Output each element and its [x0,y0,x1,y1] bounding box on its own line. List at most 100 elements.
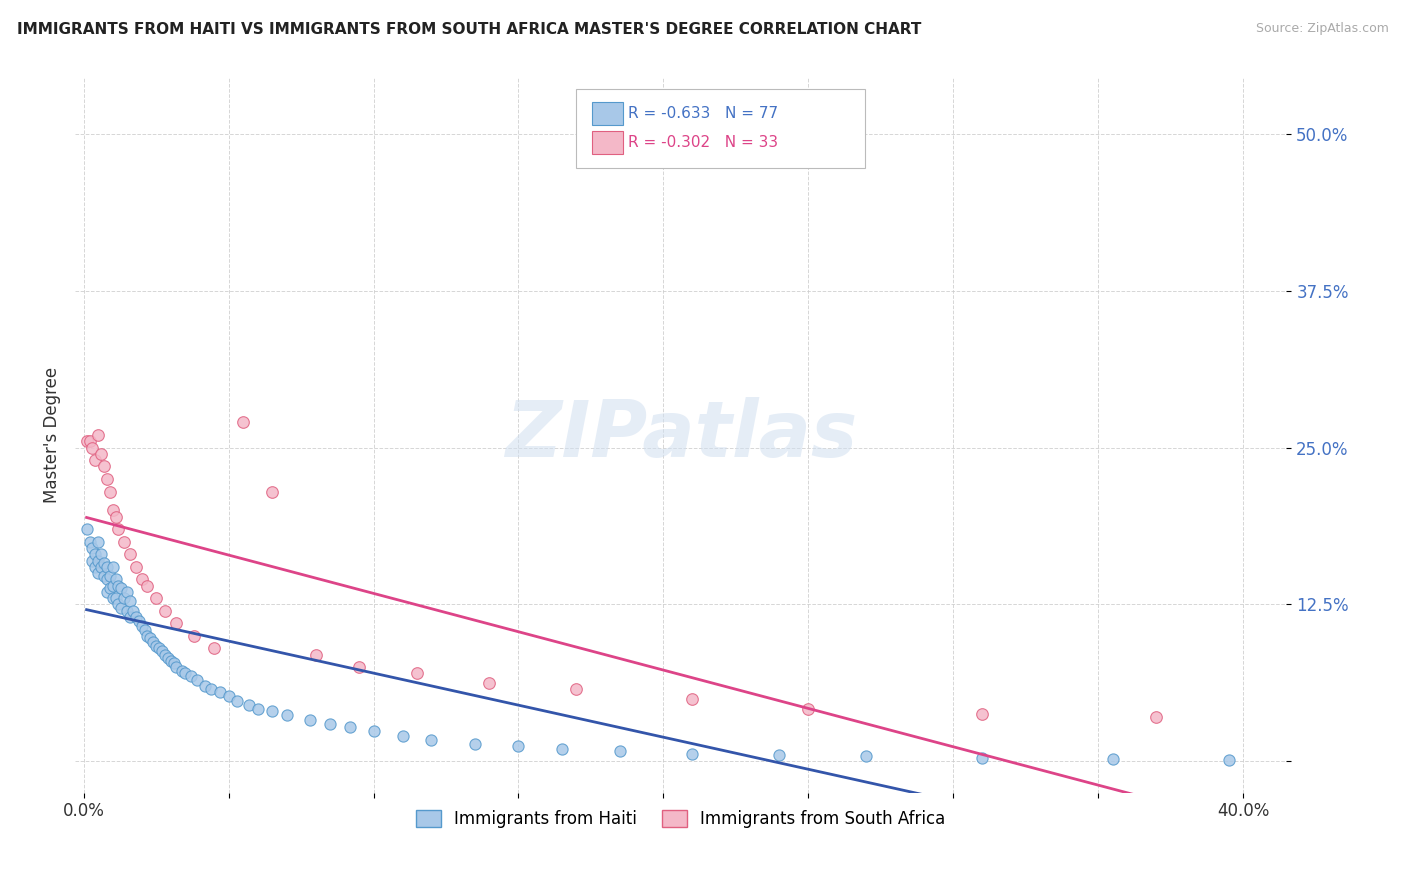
Point [76,522,98,536]
Point [174,666,197,681]
Point [96,585,118,599]
Point [96,572,118,586]
Point [406,666,429,681]
Point [1218,753,1240,767]
Point [136,629,159,643]
Point [79,434,101,449]
Point [115,585,138,599]
Point [165,616,187,631]
Point [681,747,703,761]
Point [93,459,115,474]
Point [508,739,530,754]
Point [101,559,124,574]
Point [110,581,132,595]
Point [82,553,104,567]
Point [232,416,254,430]
Point [125,610,148,624]
Point [145,591,167,606]
Legend: Immigrants from Haiti, Immigrants from South Africa: Immigrants from Haiti, Immigrants from S… [409,803,952,834]
Point [120,610,142,624]
Point [768,747,790,762]
Point [298,713,321,727]
Text: ZIPatlas: ZIPatlas [505,397,856,473]
Point [609,744,631,758]
Point [200,681,222,696]
Point [681,691,703,706]
Point [84,547,107,561]
Point [420,733,443,747]
Point [186,673,208,687]
Point [797,701,820,715]
Point [82,441,104,455]
Point [87,428,110,442]
Point [276,707,298,722]
Point [339,720,361,734]
Point [208,685,231,699]
Point [82,541,104,555]
Text: R = -0.633   N = 77: R = -0.633 N = 77 [628,106,779,120]
Point [90,547,112,561]
Point [87,566,110,580]
Point [565,681,588,696]
Point [304,648,326,662]
Point [319,716,342,731]
Point [96,472,118,486]
Point [202,641,225,656]
Point [115,604,138,618]
Point [162,657,184,671]
Point [136,579,159,593]
Point [90,447,112,461]
Point [84,453,107,467]
Point [101,591,124,606]
Point [551,741,574,756]
Point [98,484,121,499]
Text: R = -0.302   N = 33: R = -0.302 N = 33 [628,136,779,150]
Point [145,639,167,653]
Point [194,679,217,693]
Point [363,724,385,739]
Point [87,553,110,567]
Y-axis label: Master's Degree: Master's Degree [44,367,60,503]
Text: IMMIGRANTS FROM HAITI VS IMMIGRANTS FROM SOUTH AFRICA MASTER'S DEGREE CORRELATIO: IMMIGRANTS FROM HAITI VS IMMIGRANTS FROM… [17,22,921,37]
Point [150,644,173,658]
Point [93,568,115,582]
Point [122,604,145,618]
Point [347,660,370,674]
Point [172,664,194,678]
Point [112,591,135,606]
Point [139,632,162,646]
Point [90,559,112,574]
Point [478,676,501,690]
Point [972,750,994,764]
Point [128,614,150,628]
Point [246,701,269,715]
Point [76,434,98,449]
Point [238,698,260,712]
Point [104,572,127,586]
Point [93,556,115,570]
Point [156,651,179,665]
Point [84,559,107,574]
Point [87,534,110,549]
Point [131,619,153,633]
Point [183,629,205,643]
Text: Source: ZipAtlas.com: Source: ZipAtlas.com [1256,22,1389,36]
Point [142,635,165,649]
Point [153,648,176,662]
Point [101,503,124,517]
Point [101,579,124,593]
Point [98,568,121,582]
Point [180,669,202,683]
Point [107,522,129,536]
Point [165,660,187,674]
Point [1101,752,1123,766]
Point [262,704,284,718]
Point [125,559,148,574]
Point [120,593,142,607]
Point [391,729,413,743]
Point [131,572,153,586]
Point [148,641,170,656]
Point [104,509,127,524]
Point [855,749,877,764]
Point [226,694,249,708]
